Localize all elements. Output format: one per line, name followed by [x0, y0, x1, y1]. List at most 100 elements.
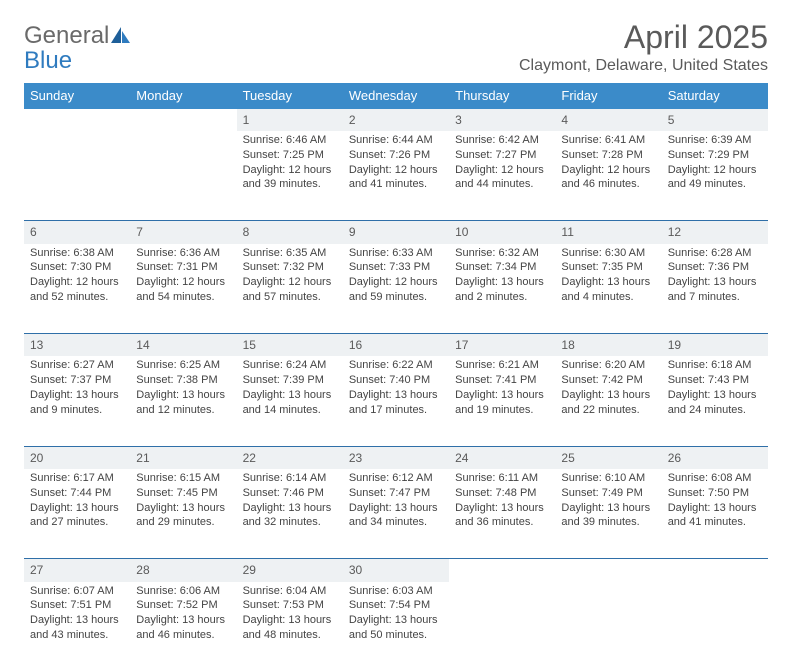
daylight-text: Daylight: 12 hours and 52 minutes.	[30, 275, 124, 305]
day-number-cell	[130, 109, 236, 131]
day-content-cell	[555, 582, 661, 672]
day-content-cell: Sunrise: 6:25 AMSunset: 7:38 PMDaylight:…	[130, 356, 236, 446]
calendar-week-number-row: 6789101112	[24, 221, 768, 244]
day-content-cell: Sunrise: 6:28 AMSunset: 7:36 PMDaylight:…	[662, 244, 768, 334]
day-content-cell: Sunrise: 6:39 AMSunset: 7:29 PMDaylight:…	[662, 131, 768, 221]
day-content-cell: Sunrise: 6:44 AMSunset: 7:26 PMDaylight:…	[343, 131, 449, 221]
day-number: 20	[24, 447, 130, 469]
sunset-text: Sunset: 7:32 PM	[243, 260, 337, 275]
day-number: 9	[343, 221, 449, 243]
day-content-cell: Sunrise: 6:41 AMSunset: 7:28 PMDaylight:…	[555, 131, 661, 221]
daylight-text: Daylight: 13 hours and 27 minutes.	[30, 501, 124, 531]
day-content-cell: Sunrise: 6:15 AMSunset: 7:45 PMDaylight:…	[130, 469, 236, 559]
sunrise-text: Sunrise: 6:14 AM	[243, 471, 337, 486]
day-number: 8	[237, 221, 343, 243]
sunset-text: Sunset: 7:54 PM	[349, 598, 443, 613]
daylight-text: Daylight: 13 hours and 22 minutes.	[561, 388, 655, 418]
day-content-cell: Sunrise: 6:14 AMSunset: 7:46 PMDaylight:…	[237, 469, 343, 559]
day-content-cell	[662, 582, 768, 672]
day-number-cell: 4	[555, 109, 661, 131]
day-content	[130, 131, 236, 139]
day-number-cell	[555, 559, 661, 582]
calendar-week-number-row: 27282930	[24, 559, 768, 582]
sunrise-text: Sunrise: 6:08 AM	[668, 471, 762, 486]
sunrise-text: Sunrise: 6:21 AM	[455, 358, 549, 373]
day-number-cell: 27	[24, 559, 130, 582]
day-content: Sunrise: 6:17 AMSunset: 7:44 PMDaylight:…	[24, 469, 130, 536]
day-number-cell: 7	[130, 221, 236, 244]
sunrise-text: Sunrise: 6:11 AM	[455, 471, 549, 486]
sunrise-text: Sunrise: 6:27 AM	[30, 358, 124, 373]
sunset-text: Sunset: 7:51 PM	[30, 598, 124, 613]
day-header: Sunday	[24, 83, 130, 109]
sunset-text: Sunset: 7:42 PM	[561, 373, 655, 388]
day-content-cell: Sunrise: 6:38 AMSunset: 7:30 PMDaylight:…	[24, 244, 130, 334]
day-number-cell: 21	[130, 446, 236, 469]
day-number: 30	[343, 559, 449, 581]
day-content: Sunrise: 6:18 AMSunset: 7:43 PMDaylight:…	[662, 356, 768, 423]
day-number-cell: 15	[237, 334, 343, 357]
sunrise-text: Sunrise: 6:35 AM	[243, 246, 337, 261]
sunset-text: Sunset: 7:35 PM	[561, 260, 655, 275]
daylight-text: Daylight: 13 hours and 34 minutes.	[349, 501, 443, 531]
sunrise-text: Sunrise: 6:42 AM	[455, 133, 549, 148]
day-content: Sunrise: 6:41 AMSunset: 7:28 PMDaylight:…	[555, 131, 661, 198]
day-number: 26	[662, 447, 768, 469]
day-content-cell: Sunrise: 6:30 AMSunset: 7:35 PMDaylight:…	[555, 244, 661, 334]
sunrise-text: Sunrise: 6:41 AM	[561, 133, 655, 148]
sunrise-text: Sunrise: 6:38 AM	[30, 246, 124, 261]
day-content-cell: Sunrise: 6:18 AMSunset: 7:43 PMDaylight:…	[662, 356, 768, 446]
day-content: Sunrise: 6:11 AMSunset: 7:48 PMDaylight:…	[449, 469, 555, 536]
day-content-cell: Sunrise: 6:46 AMSunset: 7:25 PMDaylight:…	[237, 131, 343, 221]
sunrise-text: Sunrise: 6:30 AM	[561, 246, 655, 261]
sunset-text: Sunset: 7:25 PM	[243, 148, 337, 163]
day-number: 12	[662, 221, 768, 243]
calendar-week-number-row: 13141516171819	[24, 334, 768, 357]
calendar-week-content-row: Sunrise: 6:17 AMSunset: 7:44 PMDaylight:…	[24, 469, 768, 559]
day-content: Sunrise: 6:12 AMSunset: 7:47 PMDaylight:…	[343, 469, 449, 536]
day-number-cell: 20	[24, 446, 130, 469]
daylight-text: Daylight: 12 hours and 57 minutes.	[243, 275, 337, 305]
day-number-cell: 11	[555, 221, 661, 244]
day-number	[449, 559, 555, 565]
sunset-text: Sunset: 7:41 PM	[455, 373, 549, 388]
sunset-text: Sunset: 7:29 PM	[668, 148, 762, 163]
calendar-body: 12345Sunrise: 6:46 AMSunset: 7:25 PMDayl…	[24, 109, 768, 672]
calendar-table: SundayMondayTuesdayWednesdayThursdayFrid…	[24, 83, 768, 671]
day-content: Sunrise: 6:35 AMSunset: 7:32 PMDaylight:…	[237, 244, 343, 311]
sunrise-text: Sunrise: 6:04 AM	[243, 584, 337, 599]
sunrise-text: Sunrise: 6:20 AM	[561, 358, 655, 373]
day-number: 22	[237, 447, 343, 469]
day-content: Sunrise: 6:24 AMSunset: 7:39 PMDaylight:…	[237, 356, 343, 423]
day-number-cell	[449, 559, 555, 582]
day-number-cell: 18	[555, 334, 661, 357]
day-number: 27	[24, 559, 130, 581]
sunset-text: Sunset: 7:27 PM	[455, 148, 549, 163]
day-content-cell: Sunrise: 6:10 AMSunset: 7:49 PMDaylight:…	[555, 469, 661, 559]
daylight-text: Daylight: 13 hours and 48 minutes.	[243, 613, 337, 643]
logo-text-blue: Blue	[24, 47, 72, 74]
calendar-week-content-row: Sunrise: 6:46 AMSunset: 7:25 PMDaylight:…	[24, 131, 768, 221]
day-header: Monday	[130, 83, 236, 109]
day-header: Thursday	[449, 83, 555, 109]
sunrise-text: Sunrise: 6:36 AM	[136, 246, 230, 261]
daylight-text: Daylight: 13 hours and 50 minutes.	[349, 613, 443, 643]
day-header: Tuesday	[237, 83, 343, 109]
daylight-text: Daylight: 12 hours and 44 minutes.	[455, 163, 549, 193]
logo-sail-icon	[110, 25, 132, 49]
day-content-cell: Sunrise: 6:07 AMSunset: 7:51 PMDaylight:…	[24, 582, 130, 672]
sunset-text: Sunset: 7:26 PM	[349, 148, 443, 163]
daylight-text: Daylight: 13 hours and 19 minutes.	[455, 388, 549, 418]
day-number: 11	[555, 221, 661, 243]
day-number: 16	[343, 334, 449, 356]
title-block: April 2025 Claymont, Delaware, United St…	[519, 20, 768, 75]
day-number-cell: 26	[662, 446, 768, 469]
daylight-text: Daylight: 12 hours and 46 minutes.	[561, 163, 655, 193]
daylight-text: Daylight: 12 hours and 39 minutes.	[243, 163, 337, 193]
day-content-cell	[449, 582, 555, 672]
day-content	[24, 131, 130, 139]
day-number: 18	[555, 334, 661, 356]
day-content	[555, 582, 661, 590]
day-content: Sunrise: 6:44 AMSunset: 7:26 PMDaylight:…	[343, 131, 449, 198]
day-content-cell	[24, 131, 130, 221]
